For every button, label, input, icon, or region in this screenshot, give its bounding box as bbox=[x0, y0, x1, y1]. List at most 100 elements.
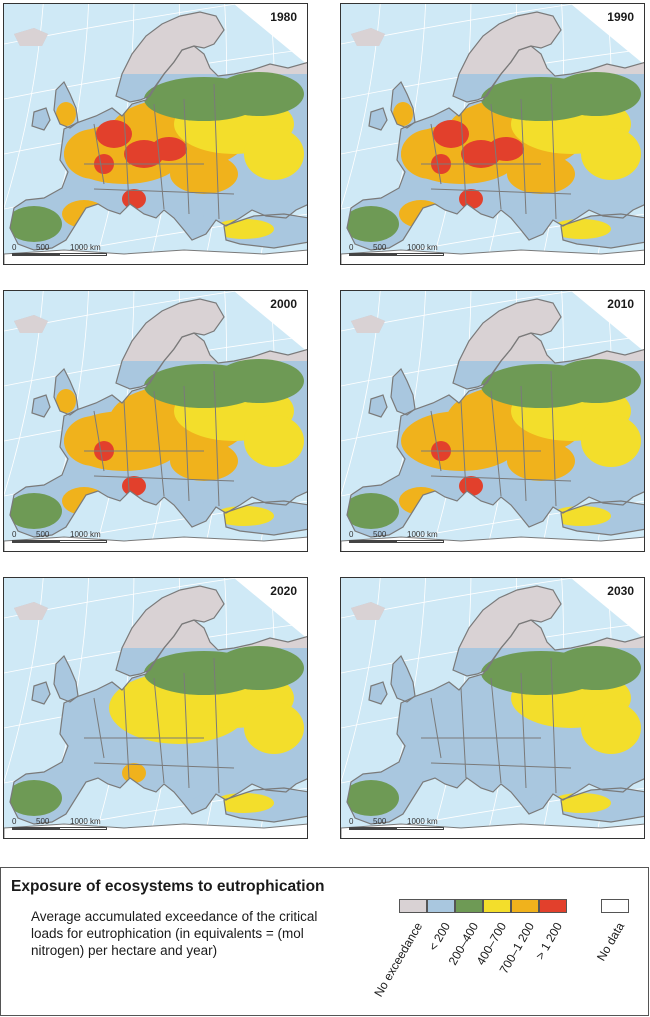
scale-label: 0 bbox=[12, 817, 17, 826]
land-exceedance bbox=[10, 586, 307, 824]
coastline bbox=[31, 394, 51, 418]
country-border bbox=[213, 370, 220, 507]
coastline bbox=[390, 654, 416, 703]
exceedance-patch bbox=[214, 359, 304, 403]
panel-year-label: 2030 bbox=[605, 584, 636, 598]
coastline bbox=[560, 787, 644, 823]
country-border bbox=[430, 762, 572, 769]
country-border bbox=[460, 400, 467, 492]
country-border bbox=[213, 83, 220, 220]
europe-map-1990 bbox=[341, 4, 644, 264]
coastline bbox=[223, 500, 307, 536]
scale-label: 1000 km bbox=[407, 243, 438, 252]
scale-label: 0 bbox=[349, 530, 354, 539]
exceedance-patch bbox=[214, 793, 274, 813]
coastline bbox=[115, 11, 225, 103]
exceedance-patch bbox=[244, 702, 304, 754]
legend-swatch bbox=[483, 899, 511, 913]
coastline bbox=[390, 80, 416, 129]
legend-nodata-label: No data bbox=[593, 920, 628, 964]
exceedance-patch bbox=[501, 776, 541, 800]
coastline bbox=[560, 213, 644, 249]
scale-label: 1000 km bbox=[70, 243, 101, 252]
coastline bbox=[223, 213, 307, 249]
panel-year-label: 2000 bbox=[268, 297, 299, 311]
exceedance-patch bbox=[10, 780, 62, 816]
panel-year-label: 2020 bbox=[268, 584, 299, 598]
scale-label: 1000 km bbox=[407, 530, 438, 539]
scale-label: 500 bbox=[373, 243, 387, 252]
land-exceedance bbox=[347, 299, 644, 537]
scale-label: 500 bbox=[373, 530, 387, 539]
legend-swatch-label: No exceedance bbox=[371, 920, 426, 1000]
graticule-meridian bbox=[341, 4, 381, 209]
country-border bbox=[183, 98, 190, 215]
exceedance-patch bbox=[551, 219, 611, 239]
exceedance-patch bbox=[347, 780, 399, 816]
country-border bbox=[460, 687, 467, 779]
legend-swatch bbox=[539, 899, 567, 913]
legend-swatch bbox=[399, 899, 427, 913]
coastline bbox=[223, 787, 307, 823]
country-border bbox=[520, 98, 527, 215]
exceedance-patch bbox=[581, 702, 641, 754]
scale-label: 500 bbox=[36, 530, 50, 539]
scale-label: 500 bbox=[36, 817, 50, 826]
coastline bbox=[452, 11, 562, 103]
exceedance-patch bbox=[551, 506, 611, 526]
exceedance-patch bbox=[170, 441, 238, 481]
scale-label: 1000 km bbox=[70, 530, 101, 539]
country-border bbox=[550, 370, 557, 507]
map-panel-2000: 2000 0 500 1000 km bbox=[3, 290, 308, 552]
country-border bbox=[213, 657, 220, 794]
europe-map-1980 bbox=[4, 4, 307, 264]
land-exceedance bbox=[347, 12, 644, 250]
exceedance-patch bbox=[164, 489, 204, 513]
coastline bbox=[115, 585, 225, 677]
legend-swatch-label: > 1 200 bbox=[532, 920, 566, 962]
exceedance-patch bbox=[501, 489, 541, 513]
coastline bbox=[53, 654, 79, 703]
legend-swatch bbox=[427, 899, 455, 913]
scale-bar: 0 500 1000 km bbox=[349, 240, 459, 258]
exceedance-patch bbox=[214, 219, 274, 239]
europe-map-2030 bbox=[341, 578, 644, 838]
country-border bbox=[93, 475, 235, 482]
country-border bbox=[123, 687, 130, 779]
scale-label: 1000 km bbox=[407, 817, 438, 826]
country-border bbox=[520, 385, 527, 502]
coastline bbox=[115, 298, 225, 390]
country-border bbox=[550, 83, 557, 220]
exceedance-patch bbox=[151, 137, 187, 161]
scale-label: 1000 km bbox=[70, 817, 101, 826]
map-panel-1990: 1990 0 500 1000 km bbox=[340, 3, 645, 265]
graticule-meridian bbox=[4, 4, 44, 209]
exceedance-patch bbox=[459, 476, 483, 496]
legend-swatch-label: < 200 bbox=[425, 920, 454, 954]
country-border bbox=[93, 123, 105, 185]
country-border bbox=[93, 410, 105, 472]
country-border bbox=[93, 762, 235, 769]
map-panel-2020: 2020 0 500 1000 km bbox=[3, 577, 308, 839]
land-exceedance bbox=[10, 12, 307, 250]
exceedance-patch bbox=[581, 128, 641, 180]
scale-label: 0 bbox=[12, 530, 17, 539]
country-border bbox=[183, 385, 190, 502]
exceedance-patch bbox=[122, 189, 146, 209]
coastline bbox=[368, 681, 388, 705]
country-border bbox=[550, 657, 557, 794]
scale-label: 0 bbox=[12, 243, 17, 252]
coastline bbox=[452, 298, 562, 390]
scale-label: 500 bbox=[36, 243, 50, 252]
graticule-meridian bbox=[341, 291, 381, 496]
exceedance-patch bbox=[214, 646, 304, 690]
exceedance-patch bbox=[56, 389, 76, 413]
scale-bar: 0 500 1000 km bbox=[349, 814, 459, 832]
country-border bbox=[460, 113, 467, 205]
exceedance-patch bbox=[393, 102, 413, 126]
exceedance-patch bbox=[551, 646, 641, 690]
exceedance-patch bbox=[347, 206, 399, 242]
exceedance-patch bbox=[214, 72, 304, 116]
scale-bar: 0 500 1000 km bbox=[349, 527, 459, 545]
graticule-meridian bbox=[4, 291, 44, 496]
